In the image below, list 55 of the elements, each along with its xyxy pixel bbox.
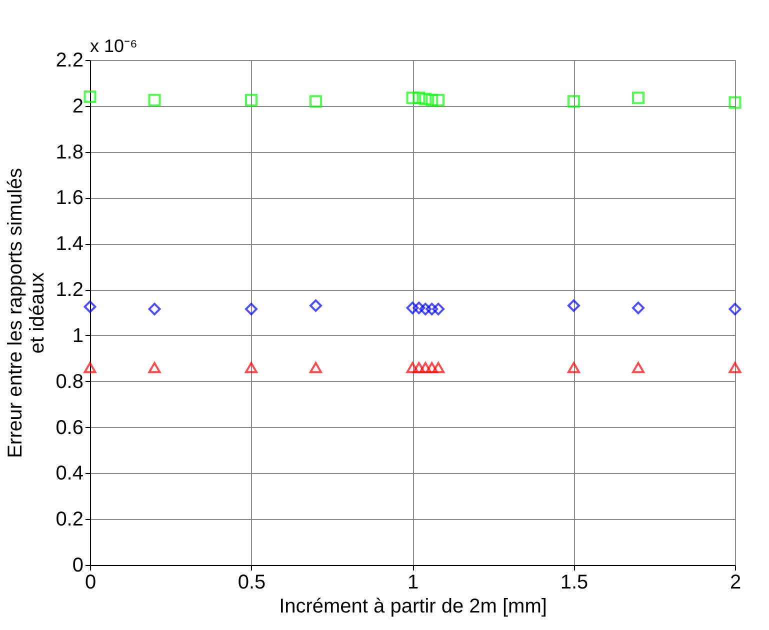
point (245, 302, 258, 316)
x-axis-title: Incrément à partir de 2m [mm] (279, 596, 547, 618)
x-tick-label: 1 (407, 572, 419, 594)
point (412, 302, 426, 314)
point (412, 362, 426, 374)
x-tick-label: 0.5 (238, 572, 266, 594)
y-tick-label: 2 (72, 95, 84, 118)
y-tick-label: 1.4 (56, 233, 84, 256)
point (148, 362, 161, 374)
point (432, 362, 445, 374)
point (406, 92, 419, 104)
point (310, 299, 322, 312)
point (432, 94, 445, 106)
point (568, 299, 580, 312)
y-tick-label: 0.2 (56, 508, 84, 531)
y-tick-label: 2.2 (56, 50, 84, 72)
text: x 10⁻⁶ (90, 36, 138, 56)
point (632, 362, 644, 374)
point (426, 302, 438, 316)
point (84, 300, 96, 314)
point (432, 302, 445, 316)
point (632, 302, 644, 314)
y-tick-label: 1 (72, 324, 84, 347)
point (245, 94, 258, 106)
point (310, 95, 322, 108)
point (426, 362, 438, 374)
y-axis-title: Erreur entre les rapports simulés et idéaux (4, 168, 49, 458)
y-tick-label: 0.4 (56, 462, 84, 485)
point (419, 362, 432, 374)
point (245, 362, 258, 374)
y-tick-label: 1.8 (56, 141, 84, 164)
y-tick-label: 0.8 (56, 370, 84, 393)
y-tick-label: 0 (72, 554, 84, 576)
x-tick-label: 2 (730, 572, 742, 594)
point (568, 362, 580, 374)
point (728, 362, 742, 374)
point (84, 362, 96, 374)
point (728, 302, 742, 316)
point (412, 92, 426, 104)
point (406, 302, 419, 314)
point (728, 96, 742, 109)
y-tick-label: 0.6 (56, 416, 84, 439)
point (632, 92, 644, 104)
point (419, 302, 432, 316)
point (406, 362, 419, 374)
point (310, 362, 322, 374)
point (148, 94, 161, 106)
point (148, 302, 161, 316)
point (568, 95, 580, 108)
y-tick-label: 1.2 (56, 279, 84, 302)
point (419, 92, 432, 106)
y-tick-label: 1.6 (56, 187, 84, 210)
point (84, 90, 96, 103)
x-tick-label: 1.5 (560, 572, 588, 594)
point (426, 94, 438, 106)
